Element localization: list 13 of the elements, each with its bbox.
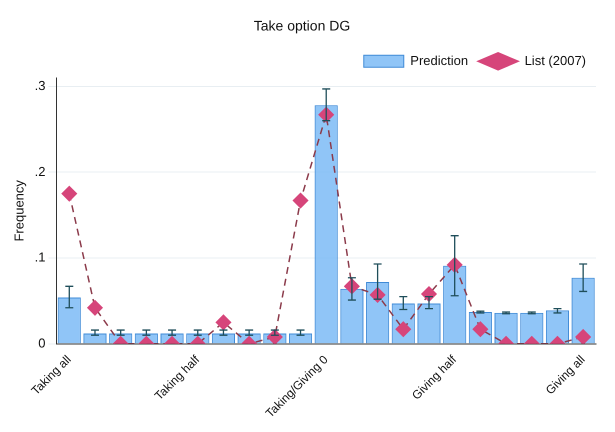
y-tick-label: .3	[34, 78, 46, 93]
y-tick-label: 0	[38, 335, 46, 350]
y-tick-label: .2	[34, 164, 46, 179]
y-tick-label: .1	[34, 250, 46, 265]
chart-title: Take option DG	[254, 17, 350, 34]
point	[292, 192, 308, 208]
point	[216, 314, 232, 330]
point	[87, 300, 103, 316]
legend-label: Prediction	[410, 52, 468, 68]
point	[575, 329, 591, 344]
legend-label: List (2007)	[524, 52, 586, 68]
point	[62, 186, 78, 202]
y-axis-title: Frequency	[11, 180, 26, 242]
